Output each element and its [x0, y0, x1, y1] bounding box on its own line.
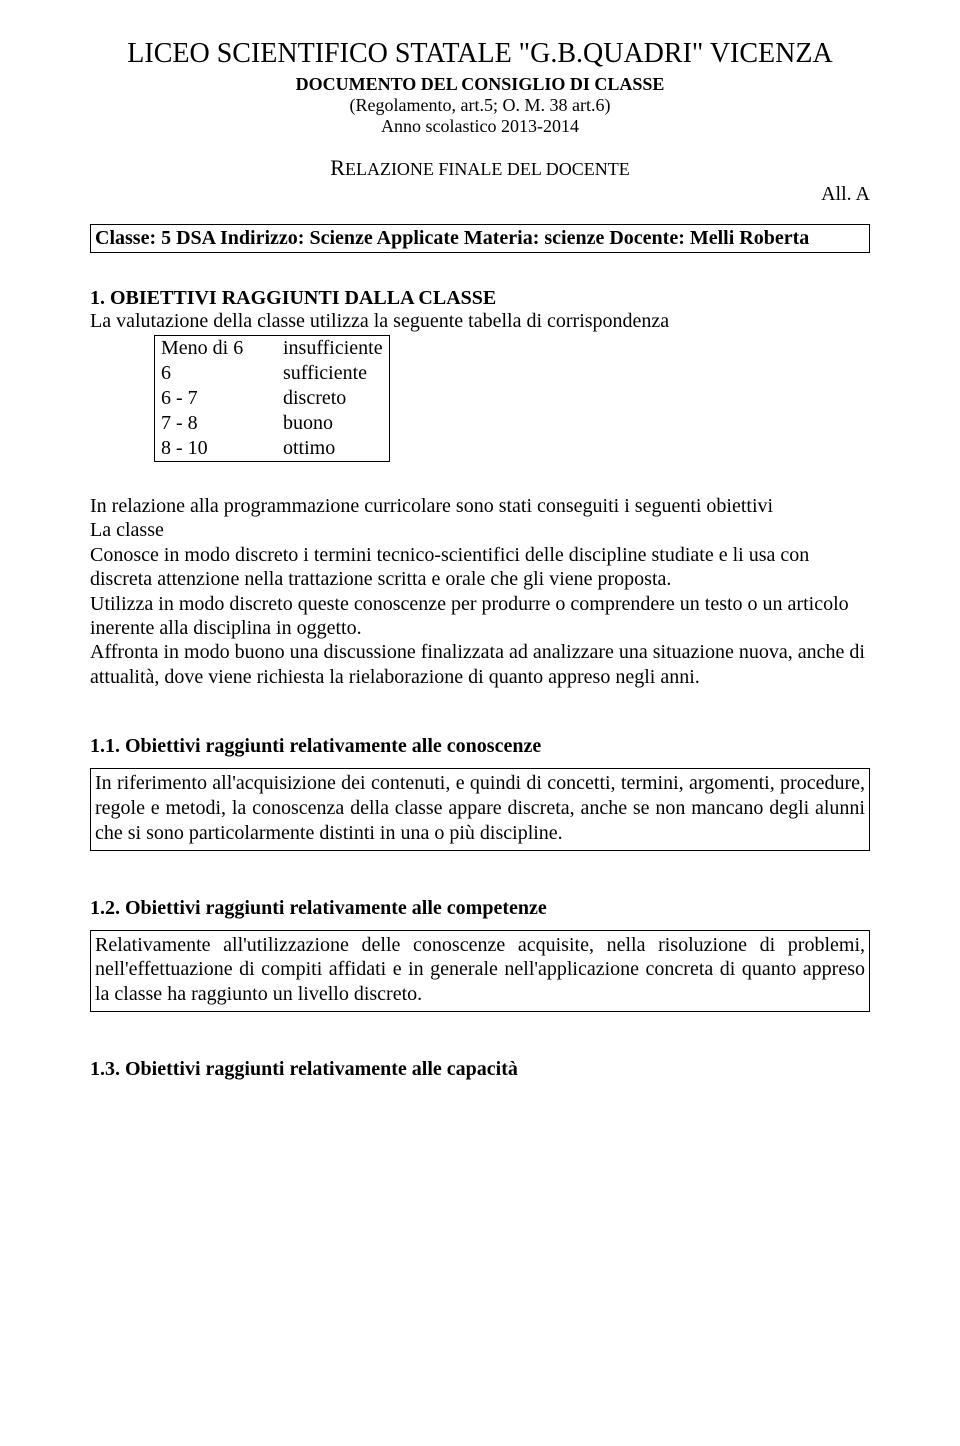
section-1-heading: 1. OBIETTIVI RAGGIUNTI DALLA CLASSE	[90, 287, 870, 310]
table-row: 6 - 7discreto	[155, 386, 390, 411]
para-2: Utilizza in modo discreto queste conosce…	[90, 592, 870, 641]
eval-label: buono	[277, 411, 389, 436]
eval-range: 6	[155, 361, 278, 386]
sub-1-2-box: Relativamente all'utilizzazione delle co…	[90, 930, 870, 1012]
allegato-label: All. A	[90, 183, 870, 206]
eval-label: ottimo	[277, 436, 389, 462]
relation-prefix: R	[330, 155, 345, 180]
school-title: LICEO SCIENTIFICO STATALE "G.B.QUADRI" V…	[90, 38, 870, 70]
eval-range: 7 - 8	[155, 411, 278, 436]
doc-subtitle: DOCUMENTO DEL CONSIGLIO DI CLASSE	[90, 74, 870, 95]
page: LICEO SCIENTIFICO STATALE "G.B.QUADRI" V…	[0, 0, 960, 1446]
para-1: Conosce in modo discreto i termini tecni…	[90, 543, 870, 592]
class-info-box: Classe: 5 DSA Indirizzo: Scienze Applica…	[90, 224, 870, 253]
eval-label: discreto	[277, 386, 389, 411]
section-1-lead: La valutazione della classe utilizza la …	[90, 310, 870, 333]
eval-label: insufficiente	[277, 336, 389, 362]
sub-1-2-heading: 1.2. Obiettivi raggiunti relativamente a…	[90, 897, 870, 920]
regulation-line: (Regolamento, art.5; O. M. 38 art.6)	[90, 95, 870, 116]
section-1-body: In relazione alla programmazione currico…	[90, 494, 870, 689]
eval-range: 6 - 7	[155, 386, 278, 411]
table-row: Meno di 6insufficiente	[155, 336, 390, 362]
relation-title: RELAZIONE FINALE DEL DOCENTE	[90, 155, 870, 181]
relation-rest: ELAZIONE FINALE DEL DOCENTE	[345, 159, 630, 179]
school-year: Anno scolastico 2013-2014	[90, 116, 870, 137]
table-row: 8 - 10ottimo	[155, 436, 390, 462]
eval-range: Meno di 6	[155, 336, 278, 362]
para-3: Affronta in modo buono una discussione f…	[90, 640, 870, 689]
intro-line: In relazione alla programmazione currico…	[90, 494, 870, 518]
eval-label: sufficiente	[277, 361, 389, 386]
sub-1-3-heading: 1.3. Obiettivi raggiunti relativamente a…	[90, 1058, 870, 1081]
sub-1-1-box: In riferimento all'acquisizione dei cont…	[90, 768, 870, 850]
sub-1-1-heading: 1.1. Obiettivi raggiunti relativamente a…	[90, 735, 870, 758]
evaluation-table: Meno di 6insufficiente 6sufficiente 6 - …	[154, 335, 390, 462]
table-row: 6sufficiente	[155, 361, 390, 386]
la-classe-label: La classe	[90, 518, 870, 542]
eval-range: 8 - 10	[155, 436, 278, 462]
table-row: 7 - 8buono	[155, 411, 390, 436]
